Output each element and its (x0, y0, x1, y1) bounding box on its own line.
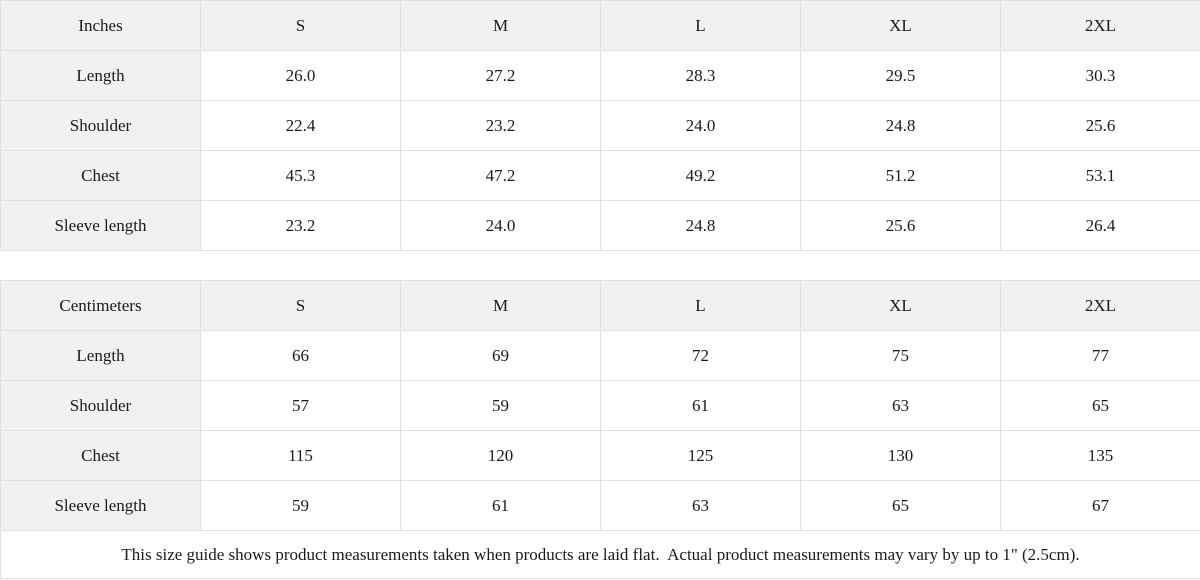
value-cell: 115 (200, 430, 401, 481)
size-col-header: XL (800, 280, 1001, 331)
value-cell: 28.3 (600, 50, 801, 101)
value-cell: 22.4 (200, 100, 401, 151)
value-cell: 47.2 (400, 150, 601, 201)
value-cell: 24.8 (600, 200, 801, 251)
table-row: Sleeve length 23.2 24.0 24.8 25.6 26.4 (0, 200, 1200, 251)
value-cell: 65 (800, 480, 1001, 531)
value-cell: 67 (1000, 480, 1200, 531)
value-cell: 65 (1000, 380, 1200, 431)
value-cell: 24.8 (800, 100, 1001, 151)
row-label-cell: Shoulder (0, 100, 201, 151)
value-cell: 61 (600, 380, 801, 431)
value-cell: 63 (800, 380, 1001, 431)
value-cell: 63 (600, 480, 801, 531)
size-col-header: L (600, 280, 801, 331)
row-label-cell: Length (0, 50, 201, 101)
value-cell: 135 (1000, 430, 1200, 481)
value-cell: 75 (800, 330, 1001, 381)
table-row: Length 26.0 27.2 28.3 29.5 30.3 (0, 50, 1200, 101)
value-cell: 45.3 (200, 150, 401, 201)
value-cell: 125 (600, 430, 801, 481)
value-cell: 23.2 (200, 200, 401, 251)
value-cell: 57 (200, 380, 401, 431)
size-col-header: 2XL (1000, 280, 1200, 331)
table-row: Shoulder 22.4 23.2 24.0 24.8 25.6 (0, 100, 1200, 151)
value-cell: 25.6 (1000, 100, 1200, 151)
value-cell: 72 (600, 330, 801, 381)
table-row-header-centimeters: Centimeters S M L XL 2XL (0, 280, 1200, 331)
value-cell: 69 (400, 330, 601, 381)
footer-row: This size guide shows product measuremen… (0, 530, 1200, 579)
value-cell: 24.0 (600, 100, 801, 151)
unit-header-cell: Centimeters (0, 280, 201, 331)
value-cell: 27.2 (400, 50, 601, 101)
value-cell: 59 (400, 380, 601, 431)
table-row: Chest 45.3 47.2 49.2 51.2 53.1 (0, 150, 1200, 201)
size-col-header: XL (800, 0, 1001, 51)
value-cell: 66 (200, 330, 401, 381)
value-cell: 59 (200, 480, 401, 531)
value-cell: 26.4 (1000, 200, 1200, 251)
table-row: Shoulder 57 59 61 63 65 (0, 380, 1200, 431)
size-col-header: S (200, 0, 401, 51)
value-cell: 26.0 (200, 50, 401, 101)
row-label-cell: Length (0, 330, 201, 381)
row-label-cell: Shoulder (0, 380, 201, 431)
row-label-cell: Sleeve length (0, 200, 201, 251)
unit-header-cell: Inches (0, 0, 201, 51)
value-cell: 53.1 (1000, 150, 1200, 201)
size-col-header: 2XL (1000, 0, 1200, 51)
value-cell: 23.2 (400, 100, 601, 151)
table-row: Sleeve length 59 61 63 65 67 (0, 480, 1200, 531)
table-row: Chest 115 120 125 130 135 (0, 430, 1200, 481)
footer-note: This size guide shows product measuremen… (0, 530, 1200, 579)
value-cell: 51.2 (800, 150, 1001, 201)
row-label-cell: Sleeve length (0, 480, 201, 531)
spacer-row (0, 250, 1200, 281)
value-cell: 25.6 (800, 200, 1001, 251)
size-col-header: M (400, 280, 601, 331)
value-cell: 49.2 (600, 150, 801, 201)
value-cell: 61 (400, 480, 601, 531)
value-cell: 120 (400, 430, 601, 481)
size-col-header: M (400, 0, 601, 51)
table-row: Length 66 69 72 75 77 (0, 330, 1200, 381)
spacer-cell (0, 250, 1200, 281)
value-cell: 130 (800, 430, 1001, 481)
row-label-cell: Chest (0, 150, 201, 201)
table-row-header-inches: Inches S M L XL 2XL (0, 0, 1200, 51)
value-cell: 77 (1000, 330, 1200, 381)
size-col-header: L (600, 0, 801, 51)
value-cell: 29.5 (800, 50, 1001, 101)
value-cell: 24.0 (400, 200, 601, 251)
value-cell: 30.3 (1000, 50, 1200, 101)
row-label-cell: Chest (0, 430, 201, 481)
size-col-header: S (200, 280, 401, 331)
